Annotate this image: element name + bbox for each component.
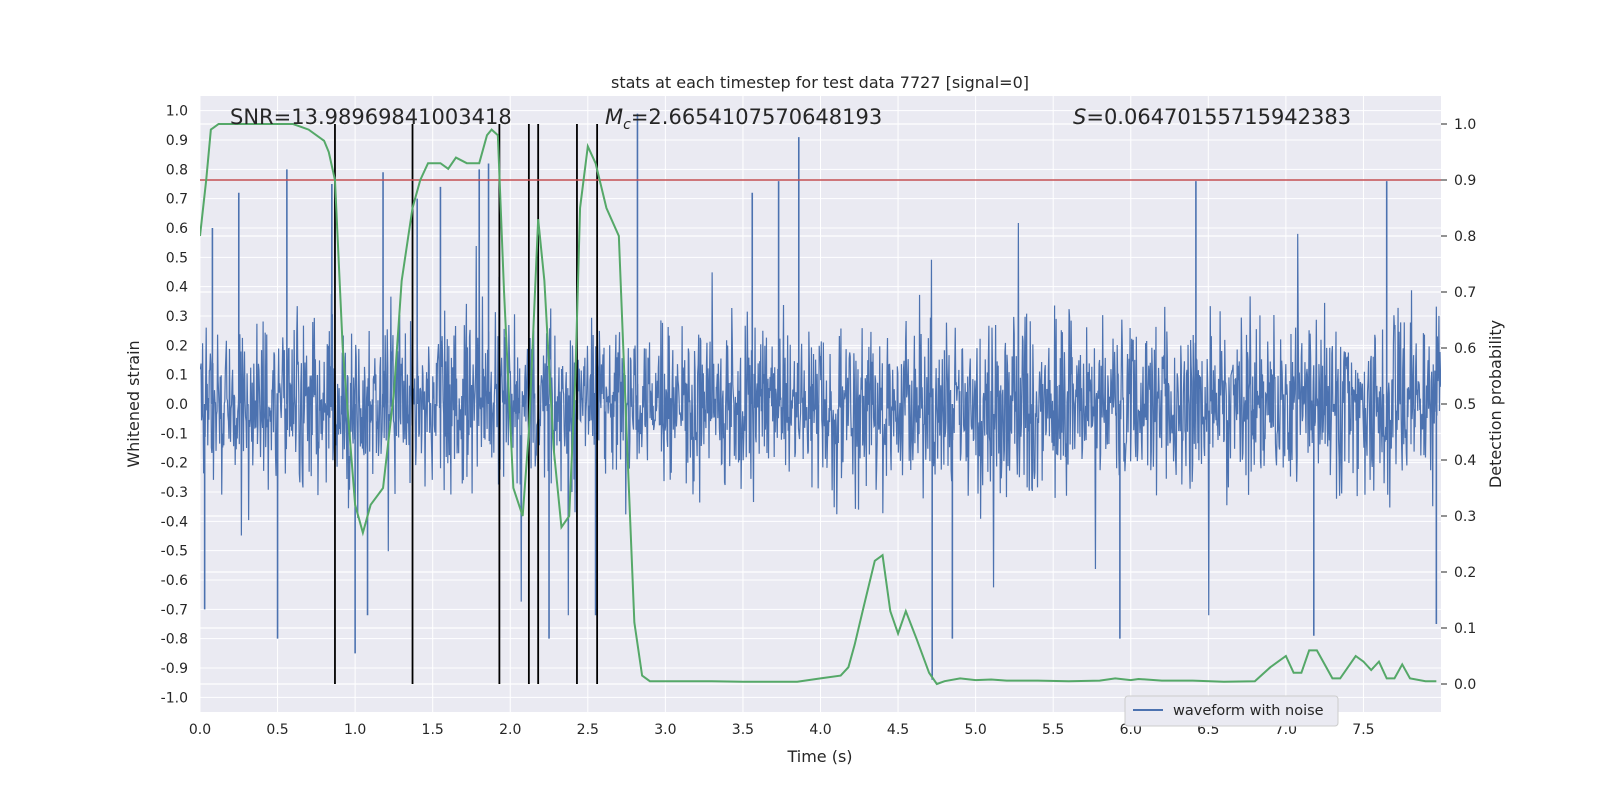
- s-symbol: S: [1073, 105, 1086, 129]
- y-left-tick-label: 0.6: [166, 221, 188, 237]
- chart-title: stats at each timestep for test data 772…: [611, 73, 1029, 92]
- y-left-tick-label: -1.0: [161, 690, 188, 706]
- y-right-tick-label: 0.5: [1454, 397, 1476, 413]
- x-tick-label: 4.0: [809, 722, 831, 738]
- mc-annotation: Mc=2.6654107570648193: [605, 105, 882, 133]
- x-axis-ticks: 0.0 0.5 1.0 1.5 2.0 2.5 3.0 3.5 4.0 4.5 5.0 5.5 6.0 6…: [189, 722, 1375, 738]
- x-tick-label: 0.5: [266, 722, 288, 738]
- y-left-axis-label: Whitened strain: [124, 340, 143, 467]
- legend-label: waveform with noise: [1173, 703, 1324, 719]
- y-left-tick-label: 0.9: [166, 133, 188, 149]
- y-left-tick-label: -0.7: [161, 602, 188, 618]
- probability-series: [200, 123, 1437, 686]
- mc-subscript: c: [623, 117, 631, 133]
- x-tick-label: 1.5: [422, 722, 444, 738]
- s-annotation: S=0.06470155715942383: [1073, 105, 1351, 129]
- y-left-axis-ticks: -1.0 -0.9 -0.8 -0.7 -0.6 -0.5 -0.4 -0.3 -0.2 -0.1…: [161, 104, 188, 707]
- waveform-line: [200, 222, 1441, 616]
- y-left-tick-label: -0.3: [161, 485, 188, 501]
- x-tick-label: 2.5: [577, 722, 599, 738]
- x-tick-label: 4.5: [887, 722, 909, 738]
- snr-annotation: SNR=13.98969841003418: [230, 105, 512, 129]
- y-left-tick-label: 1.0: [166, 104, 188, 120]
- y-left-tick-label: -0.5: [161, 544, 188, 560]
- y-right-tick-label: 0.1: [1454, 621, 1476, 637]
- y-left-tick-label: -0.1: [161, 426, 188, 442]
- probability-line: [200, 123, 1437, 686]
- y-left-tick-label: -0.8: [161, 632, 188, 648]
- x-tick-label: 2.0: [499, 722, 521, 738]
- s-value: =0.06470155715942383: [1086, 105, 1351, 129]
- x-tick-label: 0.0: [189, 722, 211, 738]
- y-left-tick-label: 0.8: [166, 162, 188, 178]
- y-right-tick-label: 0.3: [1454, 509, 1476, 525]
- y-left-tick-label: 0.0: [166, 397, 188, 413]
- legend-box: [1124, 695, 1339, 727]
- x-tick-label: 7.5: [1352, 722, 1374, 738]
- y-left-tick-label: -0.2: [161, 456, 188, 472]
- y-right-tick-label: 0.2: [1454, 565, 1476, 581]
- x-tick-label: 5.5: [1042, 722, 1064, 738]
- x-tick-label: 5.0: [964, 722, 986, 738]
- y-right-axis-ticks: 0.0 0.1 0.2 0.3 0.4 0.5 0.6 0.7 0.8 0.9 1.0: [1441, 117, 1476, 693]
- y-left-tick-label: 0.1: [166, 368, 188, 384]
- y-right-tick-label: 0.0: [1454, 677, 1476, 693]
- y-right-tick-label: 0.7: [1454, 285, 1476, 301]
- y-left-tick-label: -0.4: [161, 514, 188, 530]
- mc-symbol: M: [605, 105, 623, 129]
- y-right-tick-label: 0.4: [1454, 453, 1476, 469]
- y-left-tick-label: 0.7: [166, 192, 188, 208]
- x-axis-label: Time (s): [786, 747, 852, 766]
- y-left-tick-label: 0.4: [166, 280, 188, 296]
- y-left-tick-label: 0.2: [166, 338, 188, 354]
- y-left-tick-label: -0.6: [161, 573, 188, 589]
- mc-value: =2.6654107570648193: [631, 105, 882, 129]
- x-tick-label: 3.5: [732, 722, 754, 738]
- vertical-markers: [334, 124, 599, 684]
- y-right-tick-label: 0.8: [1454, 229, 1476, 245]
- waveform-series: [200, 113, 1441, 680]
- x-tick-label: 1.0: [344, 722, 366, 738]
- y-left-tick-label: -0.9: [161, 661, 188, 677]
- y-left-tick-label: 0.3: [166, 309, 188, 325]
- y-left-tick-label: 0.5: [166, 250, 188, 266]
- y-right-axis-label: Detection probability: [1486, 320, 1505, 488]
- x-tick-label: 3.0: [654, 722, 676, 738]
- y-right-tick-label: 0.6: [1454, 341, 1476, 357]
- legend: waveform with noise: [1124, 695, 1339, 727]
- y-right-tick-label: 0.9: [1454, 173, 1476, 189]
- y-right-tick-label: 1.0: [1454, 117, 1476, 133]
